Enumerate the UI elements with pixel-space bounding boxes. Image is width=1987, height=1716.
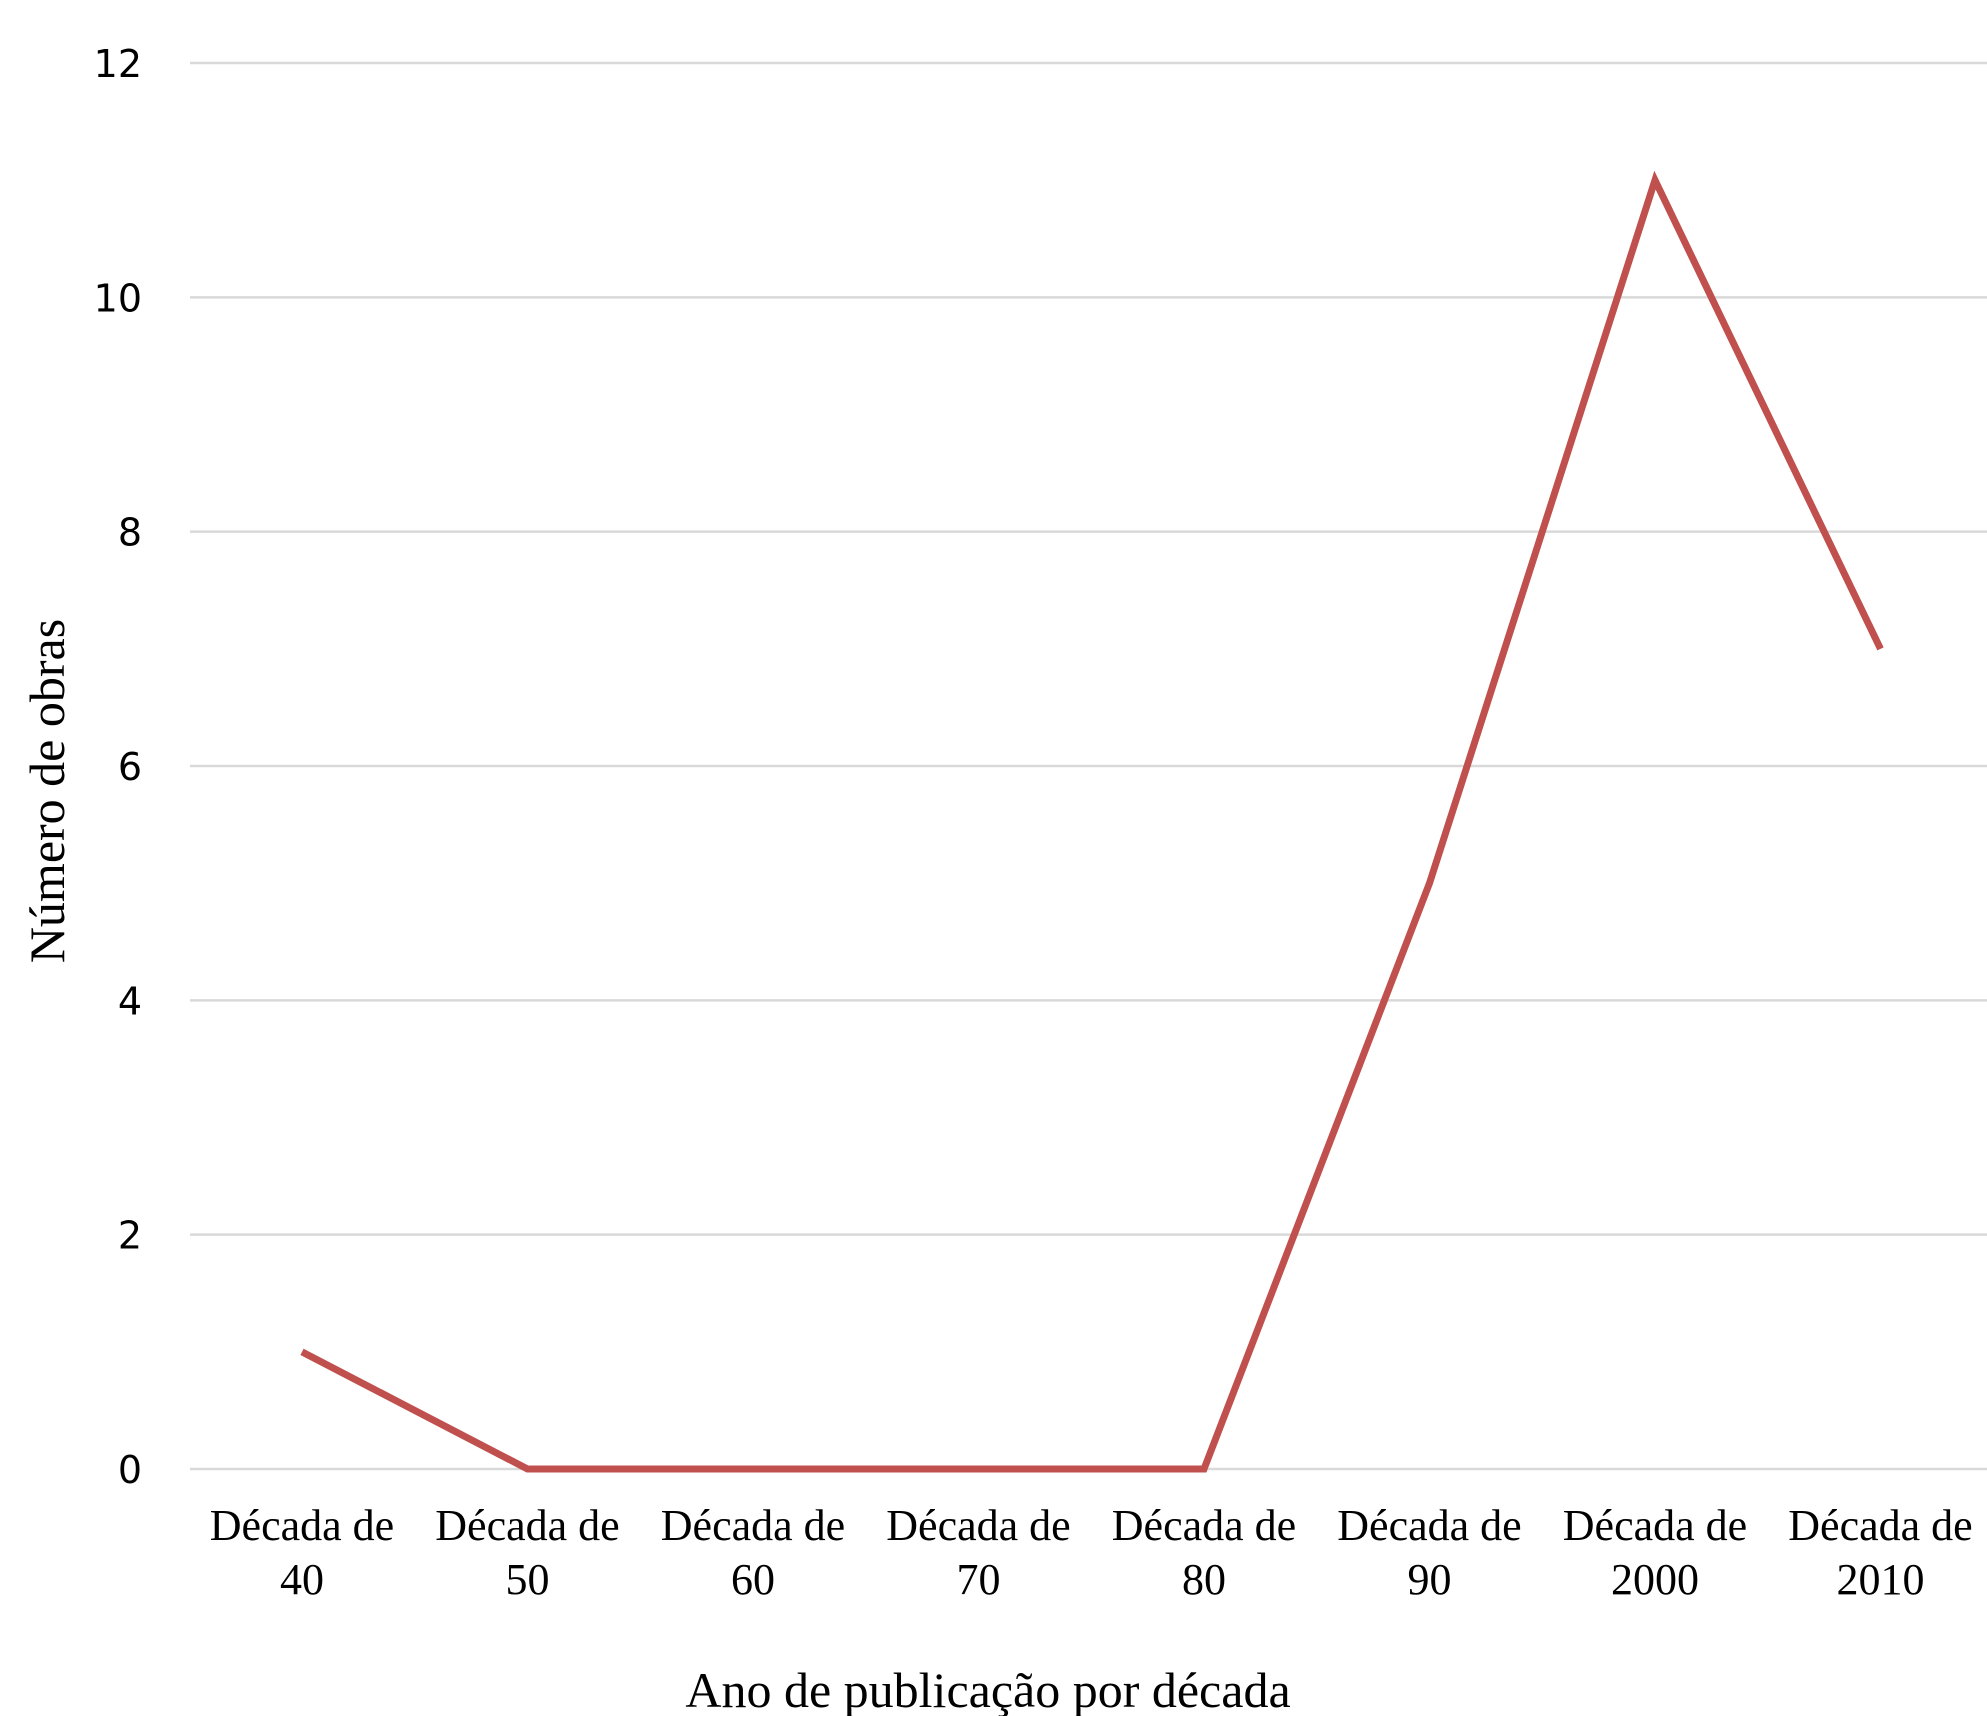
x-tick-label: Década de 80 bbox=[1112, 1501, 1296, 1604]
x-tick-label-line: Década de bbox=[1563, 1501, 1747, 1550]
x-tick-label: Década de 70 bbox=[886, 1501, 1070, 1604]
y-tick-label: 12 bbox=[94, 42, 142, 86]
x-tick-label-line: 80 bbox=[1182, 1555, 1226, 1604]
y-tick-label: 8 bbox=[118, 511, 142, 555]
x-tick-label-line: 2000 bbox=[1611, 1555, 1699, 1604]
x-tick-label-line: 60 bbox=[731, 1555, 775, 1604]
x-tick-label-line: Década de bbox=[1112, 1501, 1296, 1550]
x-tick-label-line: Década de bbox=[1337, 1501, 1521, 1550]
x-tick-label-line: Década de bbox=[1788, 1501, 1972, 1550]
y-tick-label: 2 bbox=[118, 1214, 142, 1258]
y-tick-label: 6 bbox=[118, 745, 142, 789]
x-tick-label: Década de 2000 bbox=[1563, 1501, 1747, 1604]
y-axis-ticks: 0 2 4 6 8 10 12 bbox=[94, 42, 142, 1492]
y-tick-label: 0 bbox=[118, 1448, 142, 1492]
x-tick-label-line: 2010 bbox=[1837, 1555, 1925, 1604]
gridlines bbox=[190, 61, 1987, 1471]
x-tick-label-line: Década de bbox=[661, 1501, 845, 1550]
x-axis-label: Ano de publicação por década bbox=[685, 1662, 1290, 1716]
x-tick-label: Década de 40 bbox=[210, 1501, 394, 1604]
x-tick-label-line: 70 bbox=[957, 1555, 1001, 1604]
x-tick-label: Década de 50 bbox=[435, 1501, 619, 1604]
x-tick-label-line: Década de bbox=[886, 1501, 1070, 1550]
x-tick-label-line: Década de bbox=[435, 1501, 619, 1550]
series-layer bbox=[300, 170, 1884, 1473]
y-axis-label: Número de obras bbox=[19, 619, 75, 963]
series-line-0 bbox=[300, 170, 1884, 1473]
x-tick-label: Década de 90 bbox=[1337, 1501, 1521, 1604]
x-tick-label: Década de 2010 bbox=[1788, 1501, 1972, 1604]
y-tick-label: 4 bbox=[118, 979, 142, 1023]
x-tick-label-line: 50 bbox=[506, 1555, 550, 1604]
x-tick-label-line: 40 bbox=[280, 1555, 324, 1604]
x-tick-label: Década de 60 bbox=[661, 1501, 845, 1604]
x-tick-label-line: Década de bbox=[210, 1501, 394, 1550]
y-tick-label: 10 bbox=[94, 276, 142, 320]
x-tick-label-line: 90 bbox=[1408, 1555, 1452, 1604]
